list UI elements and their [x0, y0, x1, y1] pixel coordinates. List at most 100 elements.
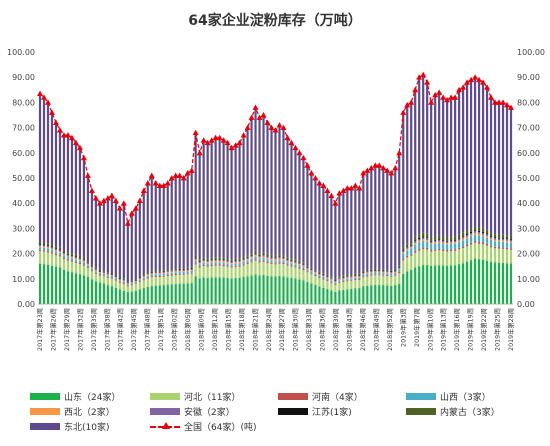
bar-segment	[430, 241, 433, 244]
bar-segment	[74, 259, 78, 262]
bar-segment	[86, 276, 89, 304]
bar-segment	[430, 251, 433, 266]
bar-segment	[318, 275, 321, 278]
bar-segment	[262, 261, 265, 276]
bar-segment	[358, 288, 361, 304]
bar-segment	[310, 267, 313, 269]
bar-segment	[242, 259, 245, 261]
bar-segment	[110, 286, 113, 304]
total-point	[372, 162, 379, 168]
bar-segment	[274, 263, 277, 265]
bar-segment	[469, 242, 473, 245]
total-point	[64, 132, 71, 138]
bar-segment	[126, 282, 129, 283]
bar-segment	[294, 267, 297, 279]
total-point	[264, 119, 271, 125]
bar-segment	[142, 279, 145, 281]
legend-label: 内蒙古（3家）	[440, 408, 500, 418]
bar-segment	[450, 97, 453, 237]
bar-segment	[46, 247, 50, 249]
bar-segment	[126, 291, 129, 304]
bar-segment	[114, 275, 117, 277]
bar-segment	[418, 237, 421, 239]
bar-segment	[386, 275, 389, 277]
bar-segment	[58, 250, 62, 252]
bar-segment	[358, 277, 361, 280]
bar-segment	[82, 259, 86, 262]
x-tick-label: 2019年第7周	[412, 308, 421, 347]
bar-segment	[154, 276, 157, 278]
bar-segment	[338, 280, 341, 282]
bar-segment	[114, 276, 117, 277]
x-tick-label: 2017年第35周	[89, 308, 98, 351]
bar-segment	[509, 243, 513, 249]
bar-segment	[202, 261, 205, 263]
bar-segment	[106, 198, 109, 273]
bar-segment	[450, 249, 453, 252]
total-point	[424, 79, 431, 85]
bar-segment	[378, 271, 381, 273]
bar-segment	[158, 285, 161, 304]
bar-segment	[382, 274, 385, 276]
bar-segment	[162, 285, 165, 304]
total-point	[224, 139, 231, 146]
bar-segment	[218, 265, 221, 278]
legend-item: 山西（3家）	[406, 390, 491, 403]
bar-segment	[438, 235, 441, 240]
bar-segment	[130, 281, 133, 283]
bar-segment	[262, 275, 265, 304]
bar-segment	[266, 253, 269, 256]
bar-segment	[122, 281, 125, 283]
bar-segment	[170, 284, 173, 304]
bar-segment	[442, 97, 445, 237]
x-tick-label: 2017年第51周	[156, 308, 165, 351]
bar-segment	[438, 239, 441, 240]
bar-segment	[346, 277, 349, 279]
bar-segment	[282, 255, 285, 257]
bar-segment	[154, 272, 157, 274]
bar-segment	[234, 278, 237, 304]
bar-segment	[222, 266, 225, 278]
bar-segment	[146, 272, 149, 274]
bar-segment	[218, 137, 221, 258]
bar-segment	[501, 247, 505, 249]
bar-segment	[302, 262, 305, 264]
bar-segment	[362, 274, 365, 277]
bar-segment	[118, 280, 121, 282]
bar-segment	[266, 256, 269, 258]
bar-segment	[210, 259, 213, 261]
bar-segment	[170, 270, 173, 271]
bar-segment	[182, 270, 185, 272]
bar-segment	[98, 203, 101, 270]
bar-segment	[430, 240, 433, 242]
bar-segment	[462, 240, 465, 247]
bar-segment	[70, 137, 74, 254]
bar-segment	[202, 140, 205, 258]
x-tick-label: 2018年第27周	[277, 308, 286, 351]
bar-segment	[466, 82, 469, 231]
bar-segment	[46, 245, 50, 247]
bar-segment	[202, 257, 205, 260]
bar-segment	[294, 260, 297, 262]
bar-segment	[234, 145, 237, 259]
bar-segment	[58, 247, 62, 250]
x-tick-label: 2018年第33周	[304, 308, 313, 351]
bar-segment	[362, 277, 365, 287]
bar-segment	[458, 238, 461, 239]
x-tick-label: 2018年第39周	[331, 308, 340, 351]
bar-segment	[418, 242, 421, 249]
y-tick-right: 90.00	[517, 73, 540, 82]
bar-segment	[509, 107, 513, 236]
bar-segment	[206, 258, 209, 260]
bar-segment	[58, 255, 62, 257]
bar-segment	[86, 262, 89, 264]
bar-segment	[473, 232, 477, 235]
bar-segment	[246, 262, 249, 265]
bar-segment	[258, 257, 261, 259]
bar-segment	[434, 265, 437, 304]
bar-segment	[66, 257, 70, 260]
bar-segment	[78, 260, 82, 263]
bar-segment	[414, 267, 417, 304]
total-point	[336, 190, 343, 196]
x-tick-label: 2018年第12周	[210, 308, 219, 351]
